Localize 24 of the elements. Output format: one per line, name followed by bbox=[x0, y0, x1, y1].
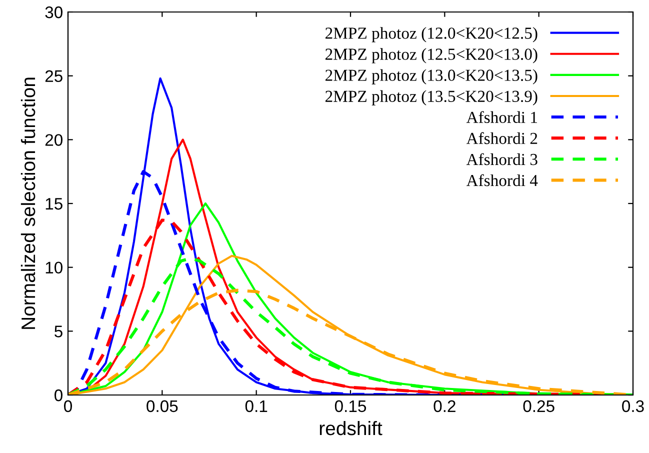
legend-label: 2MPZ photoz (12.0<K20<12.5) bbox=[326, 27, 538, 42]
x-axis-title: redshift bbox=[320, 420, 382, 436]
x-tick-label: 0.1 bbox=[245, 400, 268, 412]
legend-label: Afshordi 2 bbox=[466, 132, 538, 144]
y-tick-label: 5 bbox=[54, 326, 62, 338]
x-tick-label: 0 bbox=[64, 400, 72, 412]
y-tick-label: 10 bbox=[46, 262, 62, 274]
y-tick-label: 30 bbox=[45, 6, 62, 18]
x-tick-label: 0.3 bbox=[622, 400, 644, 412]
legend-label: 2MPZ photoz (12.5<K20<13.0) bbox=[326, 48, 538, 64]
x-tick-label: 0.2 bbox=[434, 400, 456, 412]
y-tick-label: 15 bbox=[46, 198, 62, 210]
x-tick-label: 0.15 bbox=[334, 400, 366, 412]
y-tick-label: 0 bbox=[54, 389, 62, 402]
x-tick-label: 0.25 bbox=[523, 400, 554, 412]
legend-label: 2MPZ photoz (13.5<K20<13.9) bbox=[326, 90, 538, 106]
legend-label: Afshordi 1 bbox=[466, 111, 537, 124]
y-axis-title: Normalized selection function bbox=[20, 78, 36, 329]
legend-label: Afshordi 3 bbox=[466, 153, 538, 166]
x-tick-label: 0.05 bbox=[146, 400, 178, 412]
legend-label: Afshordi 4 bbox=[466, 174, 538, 186]
y-tick-label: 25 bbox=[45, 70, 62, 82]
y-tick-label: 20 bbox=[45, 134, 62, 146]
legend-label: 2MPZ photoz (13.0<K20<13.5) bbox=[326, 69, 538, 84]
